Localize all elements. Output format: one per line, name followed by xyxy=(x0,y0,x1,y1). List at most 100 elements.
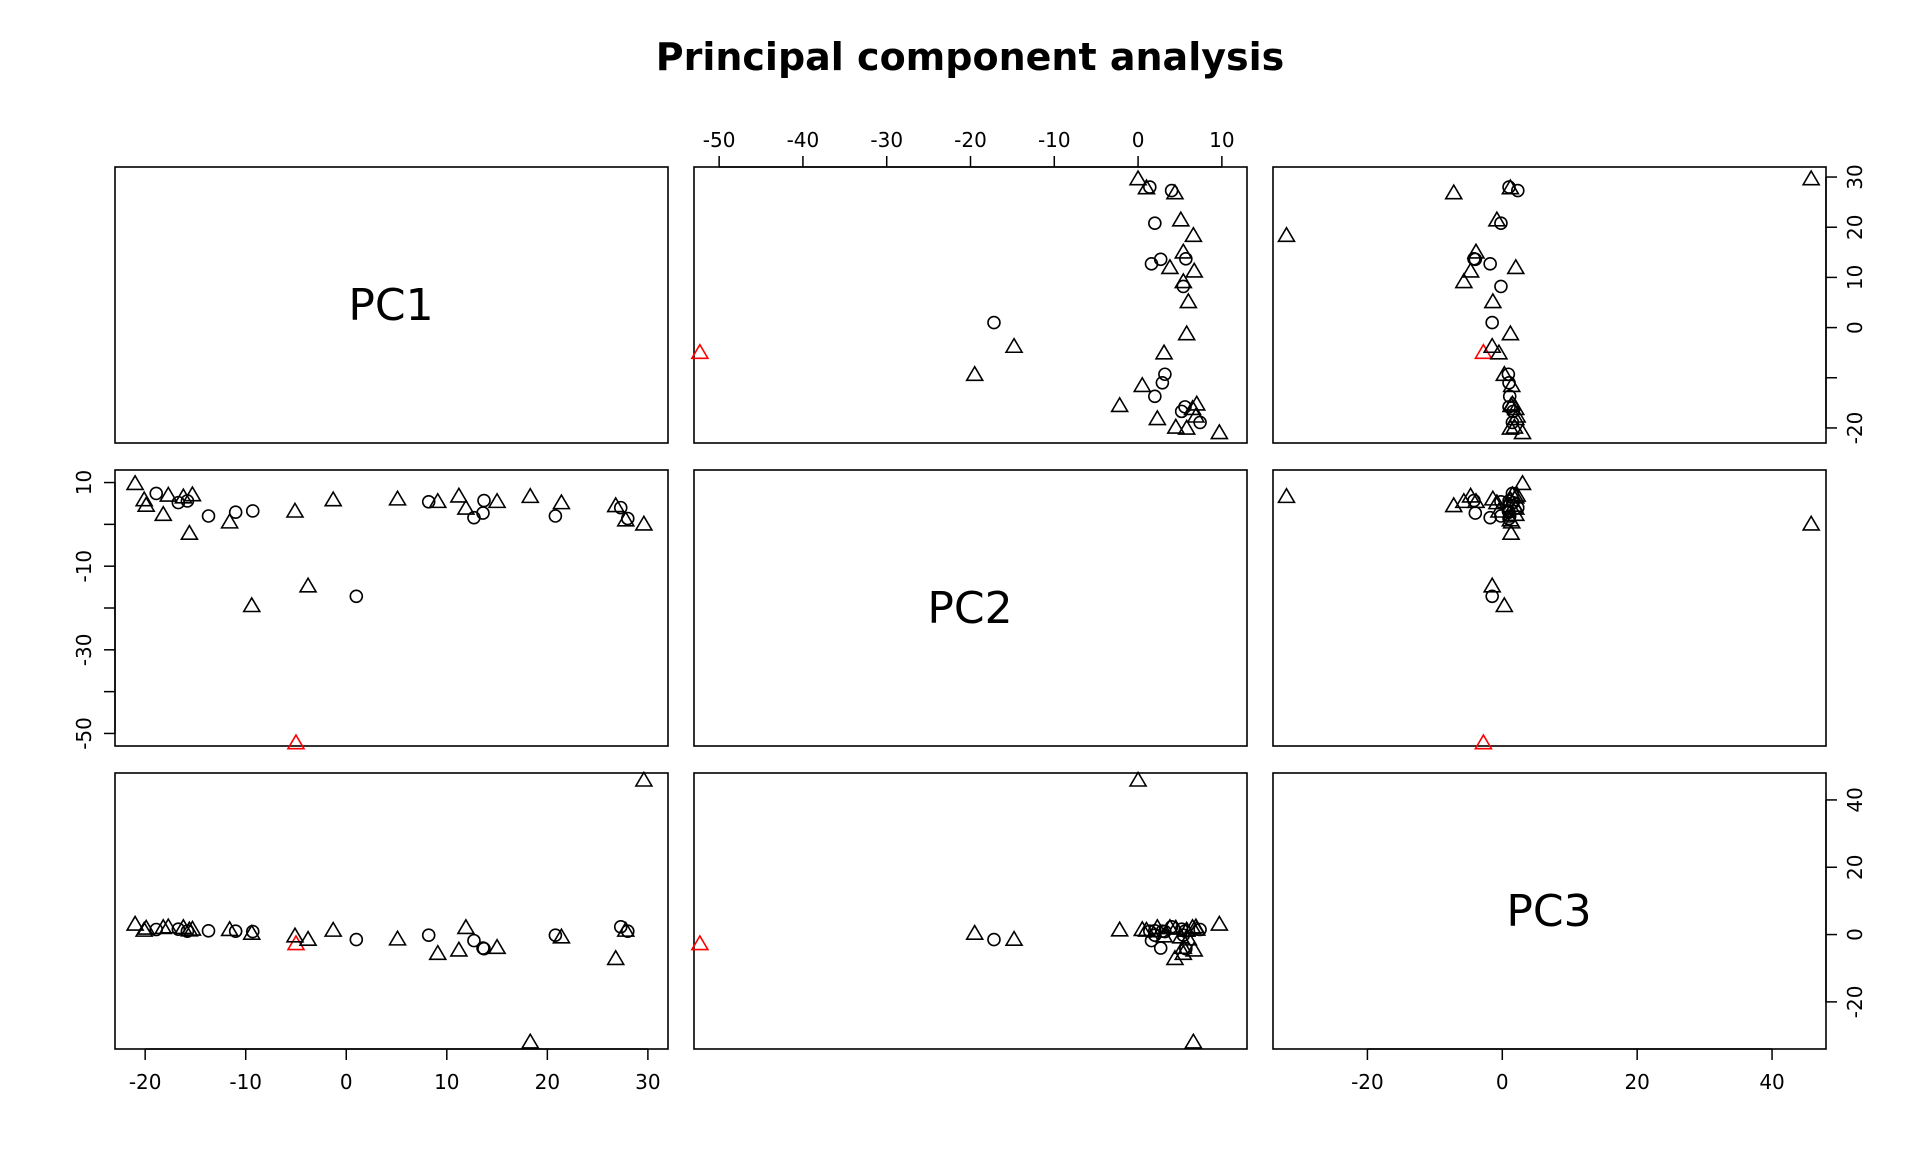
point-28-r2c1 xyxy=(477,493,491,508)
point-32-r2c1 xyxy=(552,493,571,510)
point-22-r1c3 xyxy=(1494,279,1508,294)
point-18-r3c2 xyxy=(1004,930,1024,947)
point-30-r3c1 xyxy=(520,1032,540,1049)
point-36-r1c3 xyxy=(1502,180,1516,194)
point-36-r3c1 xyxy=(620,924,635,938)
point-0-r3c2 xyxy=(1209,914,1229,931)
point-34-r1c2 xyxy=(1164,183,1179,198)
point-35-r1c2 xyxy=(1137,178,1156,195)
point-36-r2c1 xyxy=(620,511,635,526)
point-group xyxy=(125,169,1821,1049)
point-23-r1c2 xyxy=(1173,272,1193,289)
diag-label-pc1: PC1 xyxy=(348,280,433,331)
point-22-r1c2 xyxy=(1176,279,1191,294)
point-5-r2c1 xyxy=(158,485,178,502)
point-14-r1c3 xyxy=(1494,365,1514,382)
point-16-r1c2 xyxy=(690,343,710,360)
right-axis-pc1-tick-label: 30 xyxy=(1843,164,1867,189)
x-axis-pc3-tick-label: -20 xyxy=(1351,1070,1384,1094)
top-axis-pc2-tick-label: 0 xyxy=(1132,128,1145,152)
y-axis-pc2-tick-label: 10 xyxy=(72,470,96,495)
top-axis-pc2-tick-label: -40 xyxy=(787,128,820,152)
point-29-r1c3 xyxy=(1466,242,1486,259)
point-22-r3c1 xyxy=(421,928,436,943)
point-11-r3c1 xyxy=(201,924,216,938)
right-axis-pc3-tick-label: 40 xyxy=(1843,787,1867,812)
x-axis-pc1-tick-label: 20 xyxy=(535,1070,560,1094)
point-0-r2c3 xyxy=(1513,474,1532,491)
point-13-r2c1 xyxy=(228,505,243,520)
point-34-r2c1 xyxy=(613,500,628,515)
point-6-r3c1 xyxy=(171,922,186,936)
point-28-r1c3 xyxy=(1467,252,1481,266)
point-1-r1c2 xyxy=(1177,418,1197,435)
top-axis-pc2-tick-label: -10 xyxy=(1038,128,1071,152)
point-10-r3c1 xyxy=(183,919,202,936)
point-10-r1c3 xyxy=(1503,394,1522,411)
point-20-r3c2 xyxy=(987,932,1001,947)
point-26-r2c3 xyxy=(1483,510,1497,525)
point-29-r3c1 xyxy=(487,938,507,955)
point-32-r3c1 xyxy=(552,927,571,944)
point-11-r1c2 xyxy=(1148,389,1162,404)
point-34-r3c2 xyxy=(1164,920,1179,934)
point-37-r3c2 xyxy=(1128,770,1148,787)
point-29-r1c2 xyxy=(1173,242,1193,259)
point-30-r1c2 xyxy=(1183,226,1203,243)
x-axis-pc3-tick-label: 20 xyxy=(1624,1070,1649,1094)
point-31-r2c3 xyxy=(1494,509,1508,523)
point-15-r2c1 xyxy=(245,504,260,518)
point-36-r1c2 xyxy=(1143,180,1157,194)
point-36-r2c3 xyxy=(1502,511,1516,526)
right-axis-pc1-tick-label: 0 xyxy=(1843,321,1867,334)
point-37-r2c3 xyxy=(1801,514,1821,531)
point-15-r3c1 xyxy=(245,924,260,939)
point-7-r1c2 xyxy=(1183,399,1202,416)
point-21-r3c1 xyxy=(388,929,407,946)
point-2-r1c3 xyxy=(1505,417,1524,434)
point-15-r1c2 xyxy=(1158,367,1172,382)
point-0-r2c1 xyxy=(125,474,145,491)
point-21-r3c2 xyxy=(1178,929,1198,946)
point-12-r3c1 xyxy=(220,920,240,937)
point-33-r3c1 xyxy=(606,949,626,966)
point-14-r2c1 xyxy=(242,596,262,613)
right-axis-pc3-tick-label: 0 xyxy=(1843,928,1867,941)
point-32-r1c2 xyxy=(1171,210,1191,227)
point-21-r2c1 xyxy=(388,489,407,506)
point-17-r1c2 xyxy=(1154,343,1174,360)
point-33-r3c2 xyxy=(1165,949,1185,966)
x-axis-pc1-tick-label: 0 xyxy=(340,1070,353,1094)
point-20-r1c3 xyxy=(1485,315,1499,330)
y-axis-pc2-tick-label: -30 xyxy=(72,633,96,666)
point-34-r3c1 xyxy=(613,920,628,934)
point-31-r2c1 xyxy=(548,509,563,523)
y-axis-pc2-tick-label: -50 xyxy=(72,717,96,750)
point-26-r1c3 xyxy=(1483,257,1497,271)
point-24-r3c1 xyxy=(449,940,469,957)
point-18-r1c2 xyxy=(1004,337,1024,354)
point-0-r1c2 xyxy=(1209,423,1229,440)
right-axis-pc3-tick-label: -20 xyxy=(1843,986,1867,1019)
point-23-r1c3 xyxy=(1454,272,1474,289)
point-9-r2c1 xyxy=(180,523,199,540)
point-21-r1c3 xyxy=(1483,292,1503,309)
point-26-r3c1 xyxy=(467,933,481,948)
point-29-r2c1 xyxy=(487,492,507,509)
point-2-r1c2 xyxy=(1166,417,1186,434)
panel-frame-r3c2 xyxy=(693,772,1248,1050)
point-10-r1c2 xyxy=(1187,394,1207,411)
diag-label-pc2: PC2 xyxy=(927,583,1012,634)
point-14-r1c2 xyxy=(965,365,985,382)
top-axis-pc2-tick-label: -30 xyxy=(870,128,903,152)
x-axis-pc3-tick-label: 0 xyxy=(1496,1070,1509,1094)
point-9-r2c3 xyxy=(1501,523,1521,540)
point-34-r2c3 xyxy=(1511,500,1525,515)
x-axis-pc1-tick-label: 30 xyxy=(635,1070,660,1094)
top-axis-pc2-tick-label: 10 xyxy=(1209,128,1234,152)
point-12-r1c3 xyxy=(1502,376,1522,393)
x-axis-pc1-tick-label: -20 xyxy=(129,1070,162,1094)
point-16-r3c1 xyxy=(286,934,306,951)
point-28-r1c2 xyxy=(1179,252,1193,266)
